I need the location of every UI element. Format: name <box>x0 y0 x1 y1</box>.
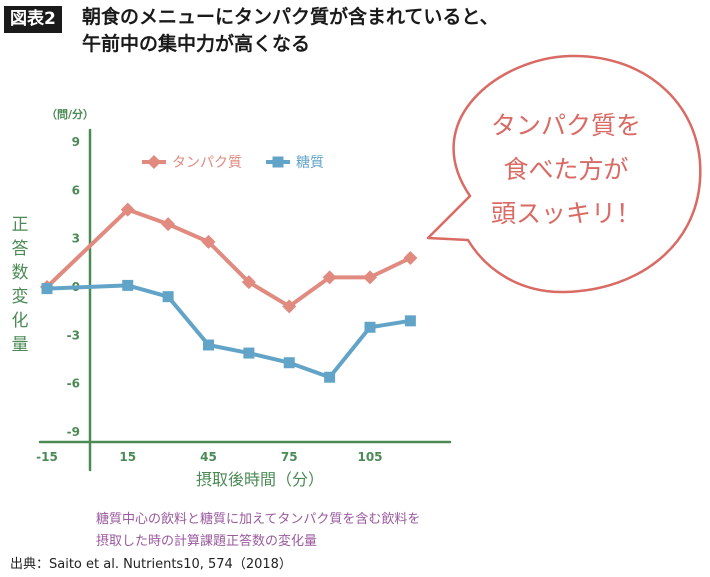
data-point-square <box>364 321 376 333</box>
source-citation: 出典：Saito et al. Nutrients10, 574（2018） <box>10 557 292 572</box>
x-tick-label: 75 <box>281 450 298 464</box>
title-line-2: 午前中の集中力が高くなる <box>82 33 311 55</box>
y-axis-unit: （問/分） <box>46 107 94 121</box>
y-tick-label: -9 <box>67 425 80 439</box>
series-sugar <box>41 279 416 383</box>
x-tick-label: 45 <box>200 450 217 464</box>
bubble-text-line: 頭スッキリ！ <box>491 199 641 228</box>
header: 図表2 朝食のメニューにタンパク質が含まれていると、 午前中の集中力が高くなる <box>4 4 704 62</box>
y-tick-label: 9 <box>72 135 80 149</box>
legend: タンパク質 糖質 <box>142 155 324 171</box>
data-point-square <box>324 371 336 383</box>
data-point-diamond <box>161 217 176 232</box>
y-axis-label-char: 正 <box>12 215 29 235</box>
note-text-line: 糖質中心の飲料と糖質に加えてタンパク質を含む飲料を <box>96 511 420 527</box>
legend-label-sugar: 糖質 <box>296 155 324 171</box>
bubble-text-line: タンパク質を <box>491 111 641 140</box>
data-point-diamond <box>241 275 256 290</box>
legend-label-protein: タンパク質 <box>172 155 242 171</box>
y-tick-label: -6 <box>67 377 80 391</box>
data-point-diamond <box>322 270 337 285</box>
legend-marker-protein <box>147 155 161 169</box>
note-text-line: 摂取した時の計算課題正答数の変化量 <box>96 533 317 549</box>
y-axis-label-char: 数 <box>12 263 29 283</box>
y-axis-label-char: 答 <box>12 239 29 259</box>
y-tick-label: 6 <box>72 183 80 197</box>
bubble-text-line: 食べた方が <box>503 155 628 184</box>
x-tick-label: -15 <box>36 450 58 464</box>
data-point-square <box>162 291 174 303</box>
data-point-square <box>283 357 295 369</box>
x-tick-label: 105 <box>357 450 382 464</box>
bubble-outline <box>426 54 702 294</box>
y-axis-label-char: 変 <box>12 287 29 307</box>
y-tick-label: -3 <box>67 328 80 342</box>
y-axis-label-char: 化 <box>12 311 29 331</box>
data-point-square <box>122 279 134 291</box>
series-line <box>45 283 413 380</box>
data-point-diamond <box>201 234 216 249</box>
data-point-square <box>404 315 416 327</box>
data-point-square <box>203 339 214 351</box>
y-tick-label: 3 <box>72 232 80 246</box>
legend-marker-sugar <box>272 156 284 168</box>
data-point-diamond <box>403 251 418 265</box>
title-line-1: 朝食のメニューにタンパク質が含まれていると、 <box>82 6 499 28</box>
series-line <box>45 207 413 309</box>
x-tick-label: 15 <box>119 450 136 464</box>
series-protein <box>40 202 418 314</box>
data-point-diamond <box>120 202 135 217</box>
y-axis-label-char: 量 <box>12 335 29 355</box>
data-point-square <box>41 283 53 295</box>
figure-badge: 図表2 <box>4 6 62 33</box>
data-point-diamond <box>363 270 377 285</box>
speech-bubble <box>426 54 702 294</box>
data-point-diamond <box>282 299 297 314</box>
x-axis-label: 摂取後時間（分） <box>196 470 324 489</box>
data-point-square <box>243 347 255 359</box>
